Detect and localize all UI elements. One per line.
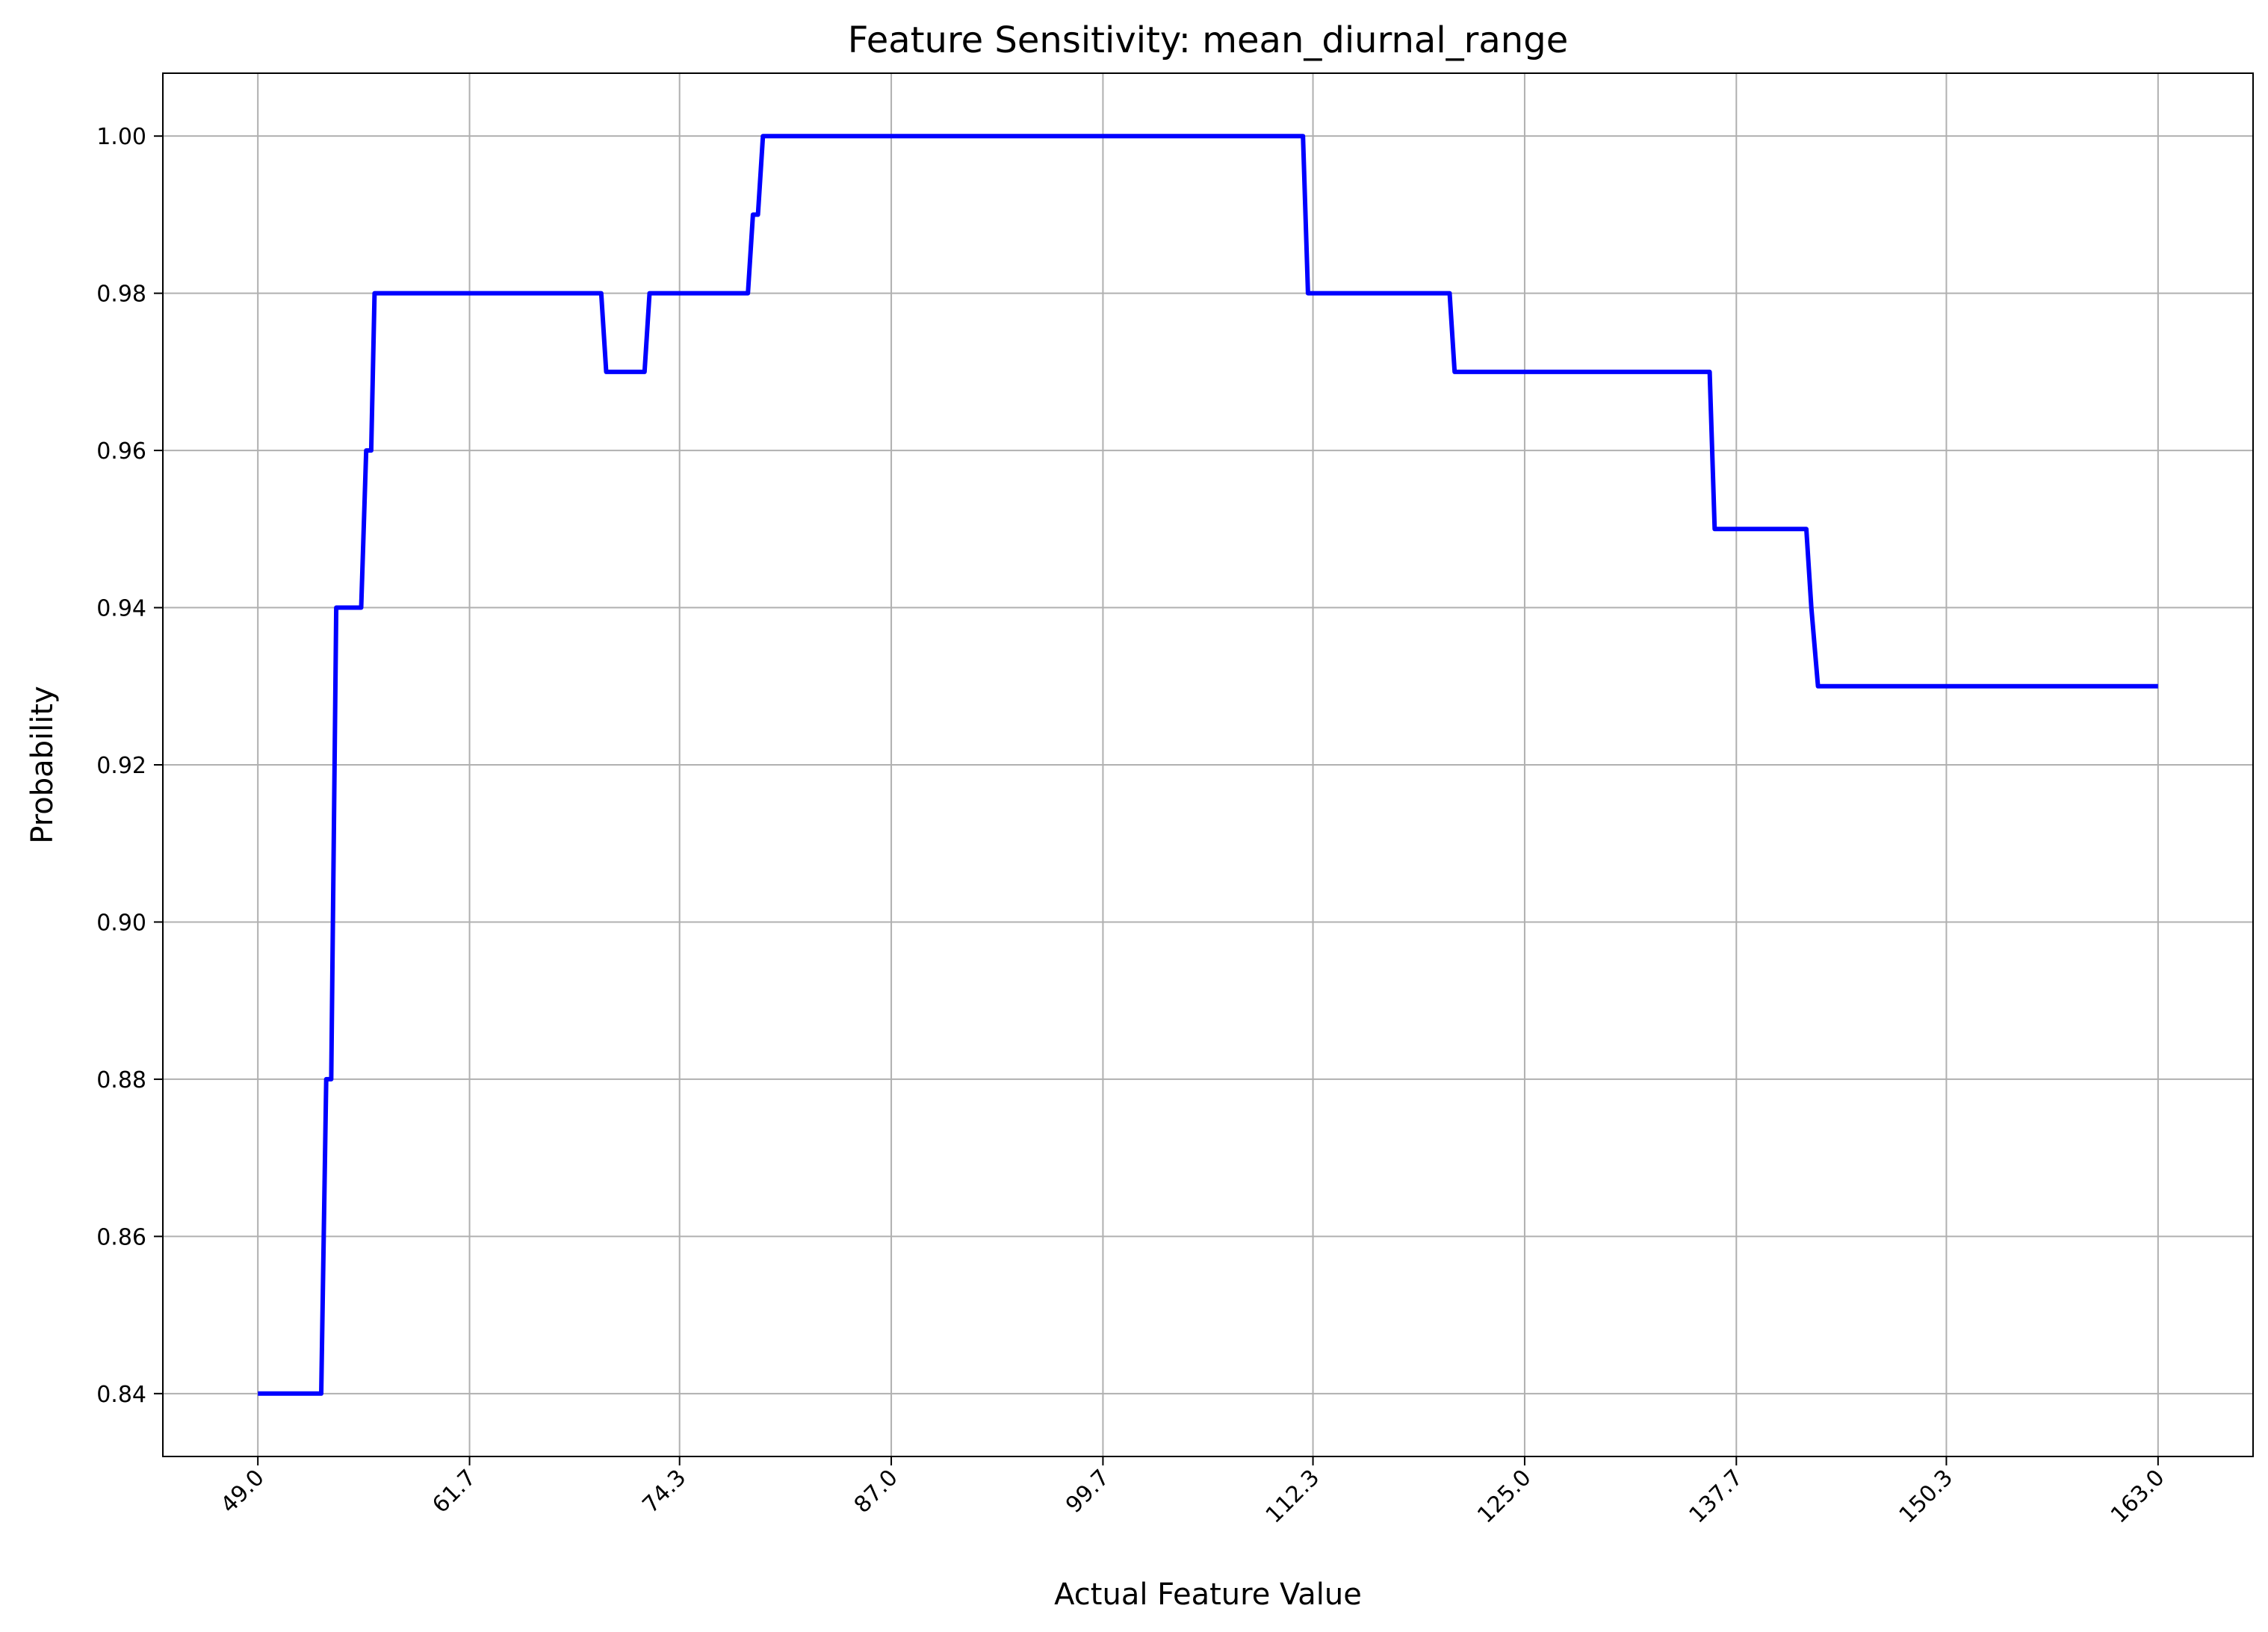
y-tick-label: 0.96 [96,438,146,465]
x-axis-label: Actual Feature Value [1054,1577,1362,1612]
y-tick-label: 1.00 [96,124,146,150]
y-tick-label: 0.94 [96,596,146,622]
series-group [258,134,2158,1396]
y-axis-label: Probability [25,686,60,843]
y-tick-label: 0.84 [96,1382,146,1408]
y-tick-label: 0.86 [96,1224,146,1250]
y-tick-label: 0.88 [96,1067,146,1093]
y-tick-label: 0.90 [96,910,146,936]
chart-title: Feature Sensitivity: mean_diurnal_range [848,19,1568,61]
series-line [258,134,2158,1396]
grid [163,73,2253,1456]
y-tick-label: 0.98 [96,282,146,308]
y-tick-label: 0.92 [96,753,146,779]
